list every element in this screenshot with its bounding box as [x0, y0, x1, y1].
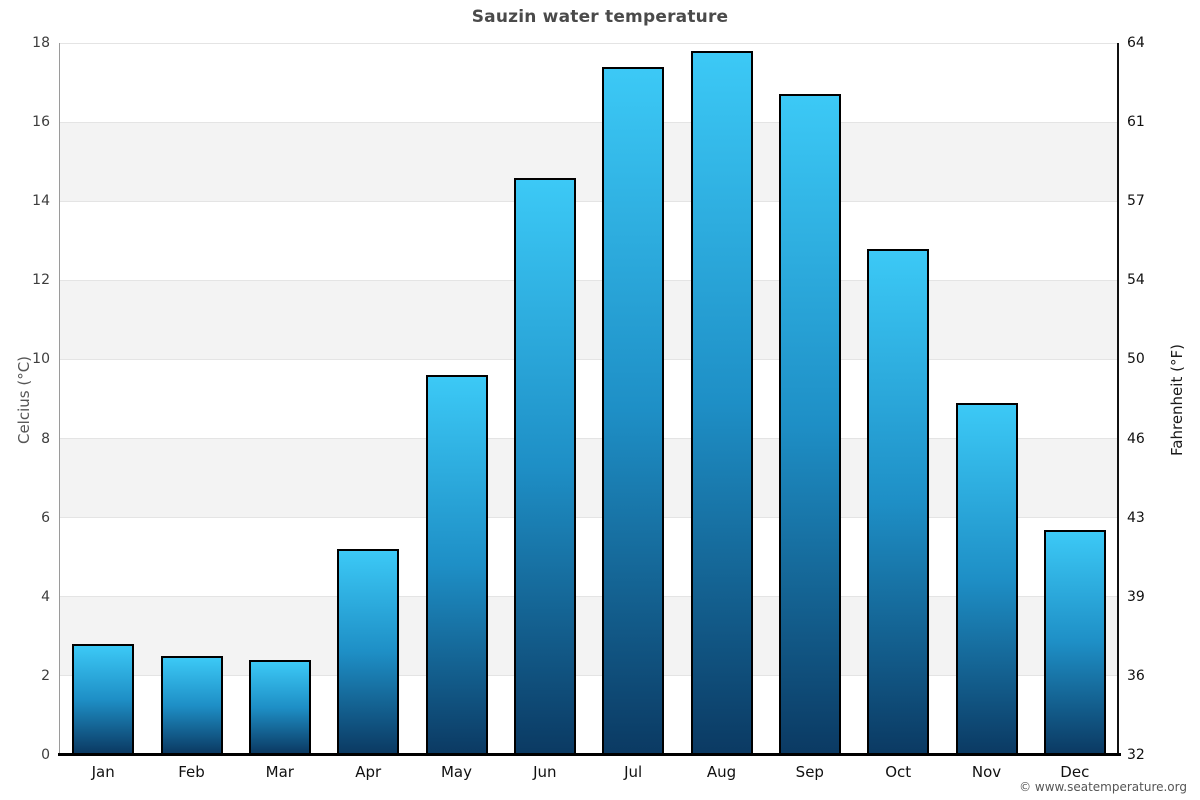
shaded-band-2-4: [59, 596, 1119, 676]
bar-jun: [513, 177, 576, 755]
bar-apr: [337, 549, 400, 755]
gridline-6c: [59, 517, 1119, 519]
fahrenheit-tick-label-46: 46: [1127, 430, 1145, 447]
celsius-tick-label-12: 12: [32, 272, 50, 289]
celsius-tick-label-0: 0: [41, 747, 50, 763]
fahrenheit-tick-label-43: 43: [1127, 509, 1145, 526]
x-axis-line: [58, 753, 1121, 756]
bar-sep: [778, 94, 841, 755]
shaded-band-10-12: [59, 280, 1119, 360]
fahrenheit-tick-label-57: 57: [1127, 193, 1145, 210]
celsius-tick-label-14: 14: [32, 193, 50, 210]
gridline-4c: [59, 596, 1119, 598]
celsius-tick-label-8: 8: [41, 430, 50, 447]
fahrenheit-tick-label-39: 39: [1127, 588, 1145, 605]
bar-aug: [690, 50, 753, 755]
bar-feb: [160, 656, 223, 755]
chart-title: Sauzin water temperature: [471, 7, 729, 27]
month-label-nov: Nov: [971, 763, 1002, 781]
gridline-14c: [59, 200, 1119, 202]
plot-area: [58, 42, 1121, 756]
gridline-8c: [59, 438, 1119, 440]
fahrenheit-tick-label-32: 32: [1127, 747, 1145, 763]
shaded-band-6-8: [59, 438, 1119, 518]
shaded-band-14-16: [59, 122, 1119, 202]
celsius-tick-label-4: 4: [41, 588, 50, 605]
bar-oct: [867, 248, 930, 755]
bar-nov: [955, 402, 1018, 755]
bar-may: [425, 375, 488, 755]
month-label-feb: Feb: [178, 763, 205, 781]
gridline-18c: [59, 42, 1119, 44]
fahrenheit-tick-label-36: 36: [1127, 667, 1145, 684]
month-label-jan: Jan: [91, 763, 115, 781]
gridline-16c: [59, 121, 1119, 123]
bar-mar: [248, 660, 311, 755]
month-label-jun: Jun: [533, 763, 557, 781]
celsius-tick-label-2: 2: [41, 667, 50, 684]
fahrenheit-tick-label-54: 54: [1127, 272, 1145, 289]
month-label-aug: Aug: [706, 763, 737, 781]
celsius-tick-label-10: 10: [32, 351, 50, 368]
month-label-sep: Sep: [795, 763, 824, 781]
fahrenheit-axis-line: [1117, 43, 1119, 755]
celsius-tick-label-6: 6: [41, 509, 50, 526]
bar-jan: [72, 644, 135, 755]
gridline-2c: [59, 675, 1119, 677]
copyright-watermark: © www.seatemperature.org: [1019, 780, 1187, 794]
celsius-tick-label-16: 16: [32, 114, 50, 131]
bar-jul: [602, 66, 665, 755]
gridline-10c: [59, 358, 1119, 360]
month-label-oct: Oct: [885, 763, 912, 781]
celsius-axis-title: Celcius (°C): [15, 355, 33, 445]
fahrenheit-tick-label-61: 61: [1127, 114, 1145, 131]
celsius-tick-label-18: 18: [32, 35, 50, 51]
month-label-jul: Jul: [624, 763, 643, 781]
fahrenheit-tick-label-64: 64: [1127, 35, 1145, 51]
gridline-12c: [59, 279, 1119, 281]
celsius-axis-line: [59, 43, 60, 755]
fahrenheit-axis-title: Fahrenheit (°F): [1168, 344, 1186, 456]
fahrenheit-tick-label-50: 50: [1127, 351, 1145, 368]
month-label-mar: Mar: [265, 763, 294, 781]
month-label-apr: Apr: [355, 763, 382, 781]
bar-dec: [1043, 529, 1106, 755]
month-label-dec: Dec: [1060, 763, 1090, 781]
month-label-may: May: [440, 763, 472, 781]
